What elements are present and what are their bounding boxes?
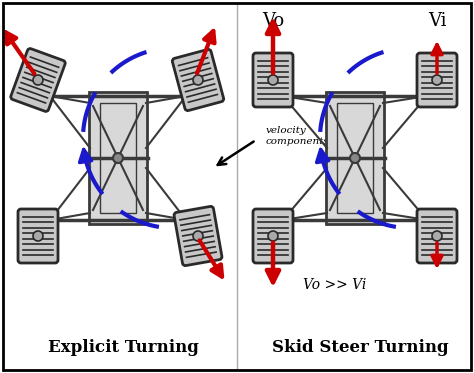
Circle shape: [33, 231, 43, 241]
FancyBboxPatch shape: [417, 209, 457, 263]
Circle shape: [193, 75, 203, 85]
Circle shape: [350, 153, 360, 163]
FancyBboxPatch shape: [253, 53, 293, 107]
FancyBboxPatch shape: [174, 206, 222, 266]
Circle shape: [113, 153, 123, 163]
FancyBboxPatch shape: [417, 53, 457, 107]
Circle shape: [432, 75, 442, 85]
Circle shape: [268, 231, 278, 241]
Circle shape: [193, 231, 203, 241]
FancyBboxPatch shape: [253, 209, 293, 263]
Text: Skid Steer Turning: Skid Steer Turning: [272, 339, 448, 357]
FancyBboxPatch shape: [173, 49, 224, 111]
FancyBboxPatch shape: [89, 92, 147, 224]
Bar: [337, 103, 373, 213]
FancyBboxPatch shape: [11, 48, 65, 112]
FancyBboxPatch shape: [18, 209, 58, 263]
Text: Vi: Vi: [428, 12, 446, 30]
Bar: [100, 103, 136, 213]
Circle shape: [268, 75, 278, 85]
Circle shape: [432, 231, 442, 241]
FancyBboxPatch shape: [326, 92, 384, 224]
Text: velocity
components: velocity components: [266, 126, 329, 146]
Text: Vo >> Vi: Vo >> Vi: [303, 278, 367, 292]
Text: Vo: Vo: [262, 12, 284, 30]
Circle shape: [33, 75, 43, 85]
Text: Explicit Turning: Explicit Turning: [47, 339, 199, 357]
